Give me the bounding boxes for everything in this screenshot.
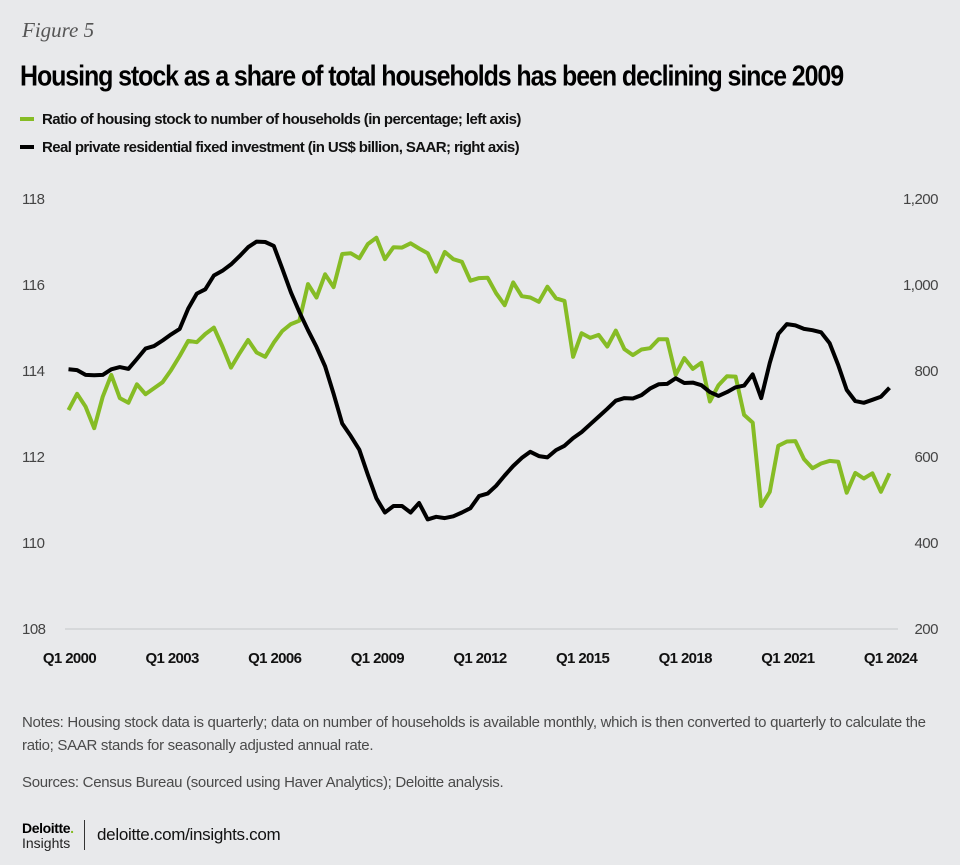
x-tick-label: Q1 2009 [351, 650, 405, 667]
series-line-ratio [66, 235, 892, 508]
right-tick-label: 600 [914, 449, 938, 466]
legend-swatch-black [20, 145, 34, 149]
series-group [66, 235, 892, 522]
brand-divider [84, 820, 86, 850]
right-tick-label: 800 [914, 363, 938, 380]
x-tick-label: Q1 2021 [761, 650, 815, 667]
x-tick-label: Q1 2015 [556, 650, 610, 667]
brand-dot: . [70, 819, 75, 836]
legend: Ratio of housing stock to number of hous… [20, 105, 521, 161]
legend-label-investment: Real private residential fixed investmen… [42, 138, 520, 156]
legend-item-ratio: Ratio of housing stock to number of hous… [20, 105, 521, 133]
left-axis: 108 110 112 114 116 118 [22, 191, 46, 638]
legend-label-ratio: Ratio of housing stock to number of hous… [42, 110, 521, 128]
figure-label: Figure 5 [22, 18, 95, 42]
x-tick-label: Q1 2000 [43, 650, 97, 667]
x-tick-label: Q1 2006 [248, 650, 302, 667]
left-tick-label: 118 [22, 191, 45, 208]
chart-notes: Notes: Housing stock data is quarterly; … [22, 714, 926, 754]
left-tick-label: 116 [22, 277, 45, 294]
legend-item-investment: Real private residential fixed investmen… [20, 133, 521, 161]
x-tick-label: Q1 2012 [453, 650, 507, 667]
series-line-investment [68, 239, 891, 522]
x-axis: Q1 2000 Q1 2003 Q1 2006 Q1 2009 Q1 2012 Q1 20… [43, 650, 919, 667]
legend-swatch-green [20, 117, 34, 121]
right-axis: 200 400 600 800 1,000 1,200 [903, 191, 939, 638]
left-tick-label: 108 [22, 621, 46, 638]
chart-title: Housing stock as a share of total househ… [20, 60, 844, 93]
deloitte-insights-logo: Deloitte. Insights [22, 821, 74, 850]
right-tick-label: 1,000 [903, 277, 938, 294]
left-tick-label: 112 [22, 449, 45, 466]
left-tick-label: 110 [22, 535, 45, 552]
x-tick-label: Q1 2018 [659, 650, 713, 667]
brand-name: Deloitte [22, 819, 71, 836]
brand-footer: Deloitte. Insights deloitte.com/insights… [22, 820, 281, 850]
brand-sub: Insights [22, 834, 71, 851]
chart-sources: Sources: Census Bureau (sourced using Ha… [22, 774, 504, 791]
x-tick-label: Q1 2003 [145, 650, 199, 667]
left-tick-label: 114 [22, 363, 45, 380]
right-tick-label: 1,200 [903, 191, 938, 208]
brand-url-link[interactable]: deloitte.com/insights.com [97, 825, 281, 844]
right-tick-label: 400 [914, 535, 938, 552]
line-chart: 108 110 112 114 116 118 200 400 600 800 1,000 1,20… [22, 191, 939, 667]
x-tick-label: Q1 2024 [864, 650, 919, 667]
right-tick-label: 200 [914, 621, 938, 638]
